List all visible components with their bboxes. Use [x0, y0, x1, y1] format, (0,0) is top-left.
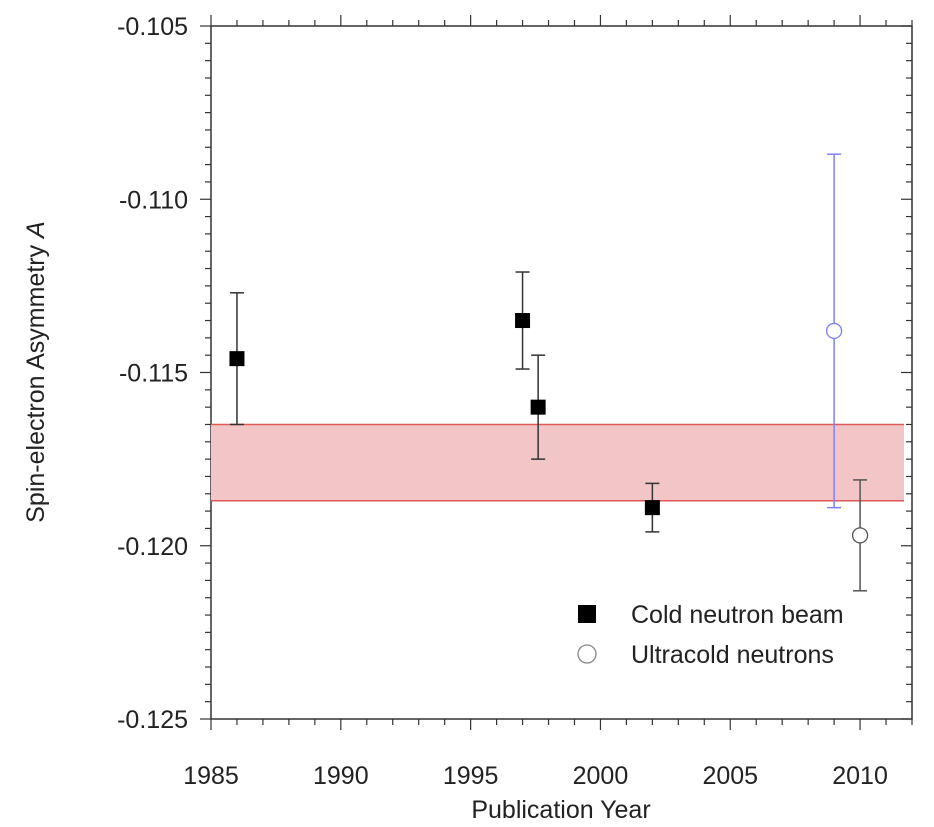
uncertainty-band: [211, 423, 904, 502]
data-point-square: [530, 399, 546, 415]
data-points: [229, 153, 869, 592]
data-point-circle: [851, 527, 869, 544]
y-tick-label: -0.110: [119, 186, 188, 214]
x-tick-labels: 1985 1990 1995 2000 2005 2010: [183, 762, 888, 790]
x-tick-label: 1990: [313, 762, 369, 790]
x-tick-label: 1985: [183, 762, 239, 790]
data-point-circle: [825, 322, 843, 340]
x-tick-label: 2000: [573, 762, 629, 790]
y-tick-label: -0.120: [117, 533, 188, 561]
axis-ticks: [200, 15, 913, 730]
y-tick-label: -0.115: [119, 360, 188, 388]
x-axis-label: Publication Year: [471, 796, 650, 824]
y-tick-label: -0.105: [117, 13, 188, 41]
data-point-square: [515, 313, 531, 329]
legend-marker-square: [578, 605, 596, 623]
y-tick-labels: -0.105 -0.110 -0.115 -0.120 -0.125: [117, 13, 188, 734]
y-axis-label: Spin-electron Asymmetry A: [22, 221, 50, 523]
y-tick-label: -0.125: [117, 706, 188, 734]
data-point-square: [229, 351, 245, 367]
legend: Cold neutron beam Ultracold neutrons: [577, 601, 844, 669]
x-tick-label: 2005: [702, 762, 758, 790]
legend-label: Cold neutron beam: [631, 601, 844, 629]
x-tick-label: 1995: [443, 762, 499, 790]
legend-marker-circle: [577, 644, 597, 664]
data-point-square: [644, 500, 660, 516]
legend-label: Ultracold neutrons: [631, 641, 834, 669]
band-fill: [211, 424, 904, 501]
x-tick-label: 2010: [832, 762, 888, 790]
